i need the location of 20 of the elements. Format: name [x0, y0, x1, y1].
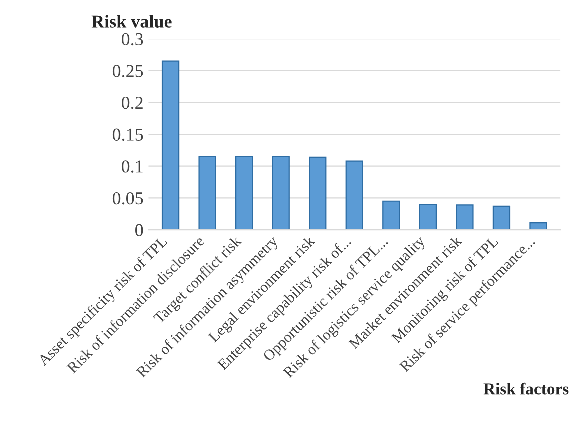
bar — [530, 222, 548, 230]
y-axis-title: Risk value — [92, 15, 172, 28]
bar — [492, 206, 511, 230]
y-tick-label: 0 — [136, 224, 144, 236]
bar — [272, 156, 290, 230]
y-tick-label: 0.1 — [122, 160, 143, 173]
bar — [382, 200, 400, 230]
bar — [419, 204, 438, 230]
bar — [235, 156, 254, 230]
y-tick-label: 0.2 — [122, 96, 143, 110]
bar — [309, 156, 327, 230]
y-tick-label: 0.25 — [112, 65, 144, 78]
bar — [162, 60, 180, 230]
bar — [346, 160, 364, 230]
bar — [198, 156, 216, 230]
bar — [456, 204, 474, 230]
y-tick-label: 0.3 — [122, 33, 144, 46]
x-axis-title: Risk factors — [484, 382, 569, 395]
y-tick-label: 0.05 — [112, 192, 144, 205]
y-tick-label: 0.15 — [112, 128, 144, 142]
